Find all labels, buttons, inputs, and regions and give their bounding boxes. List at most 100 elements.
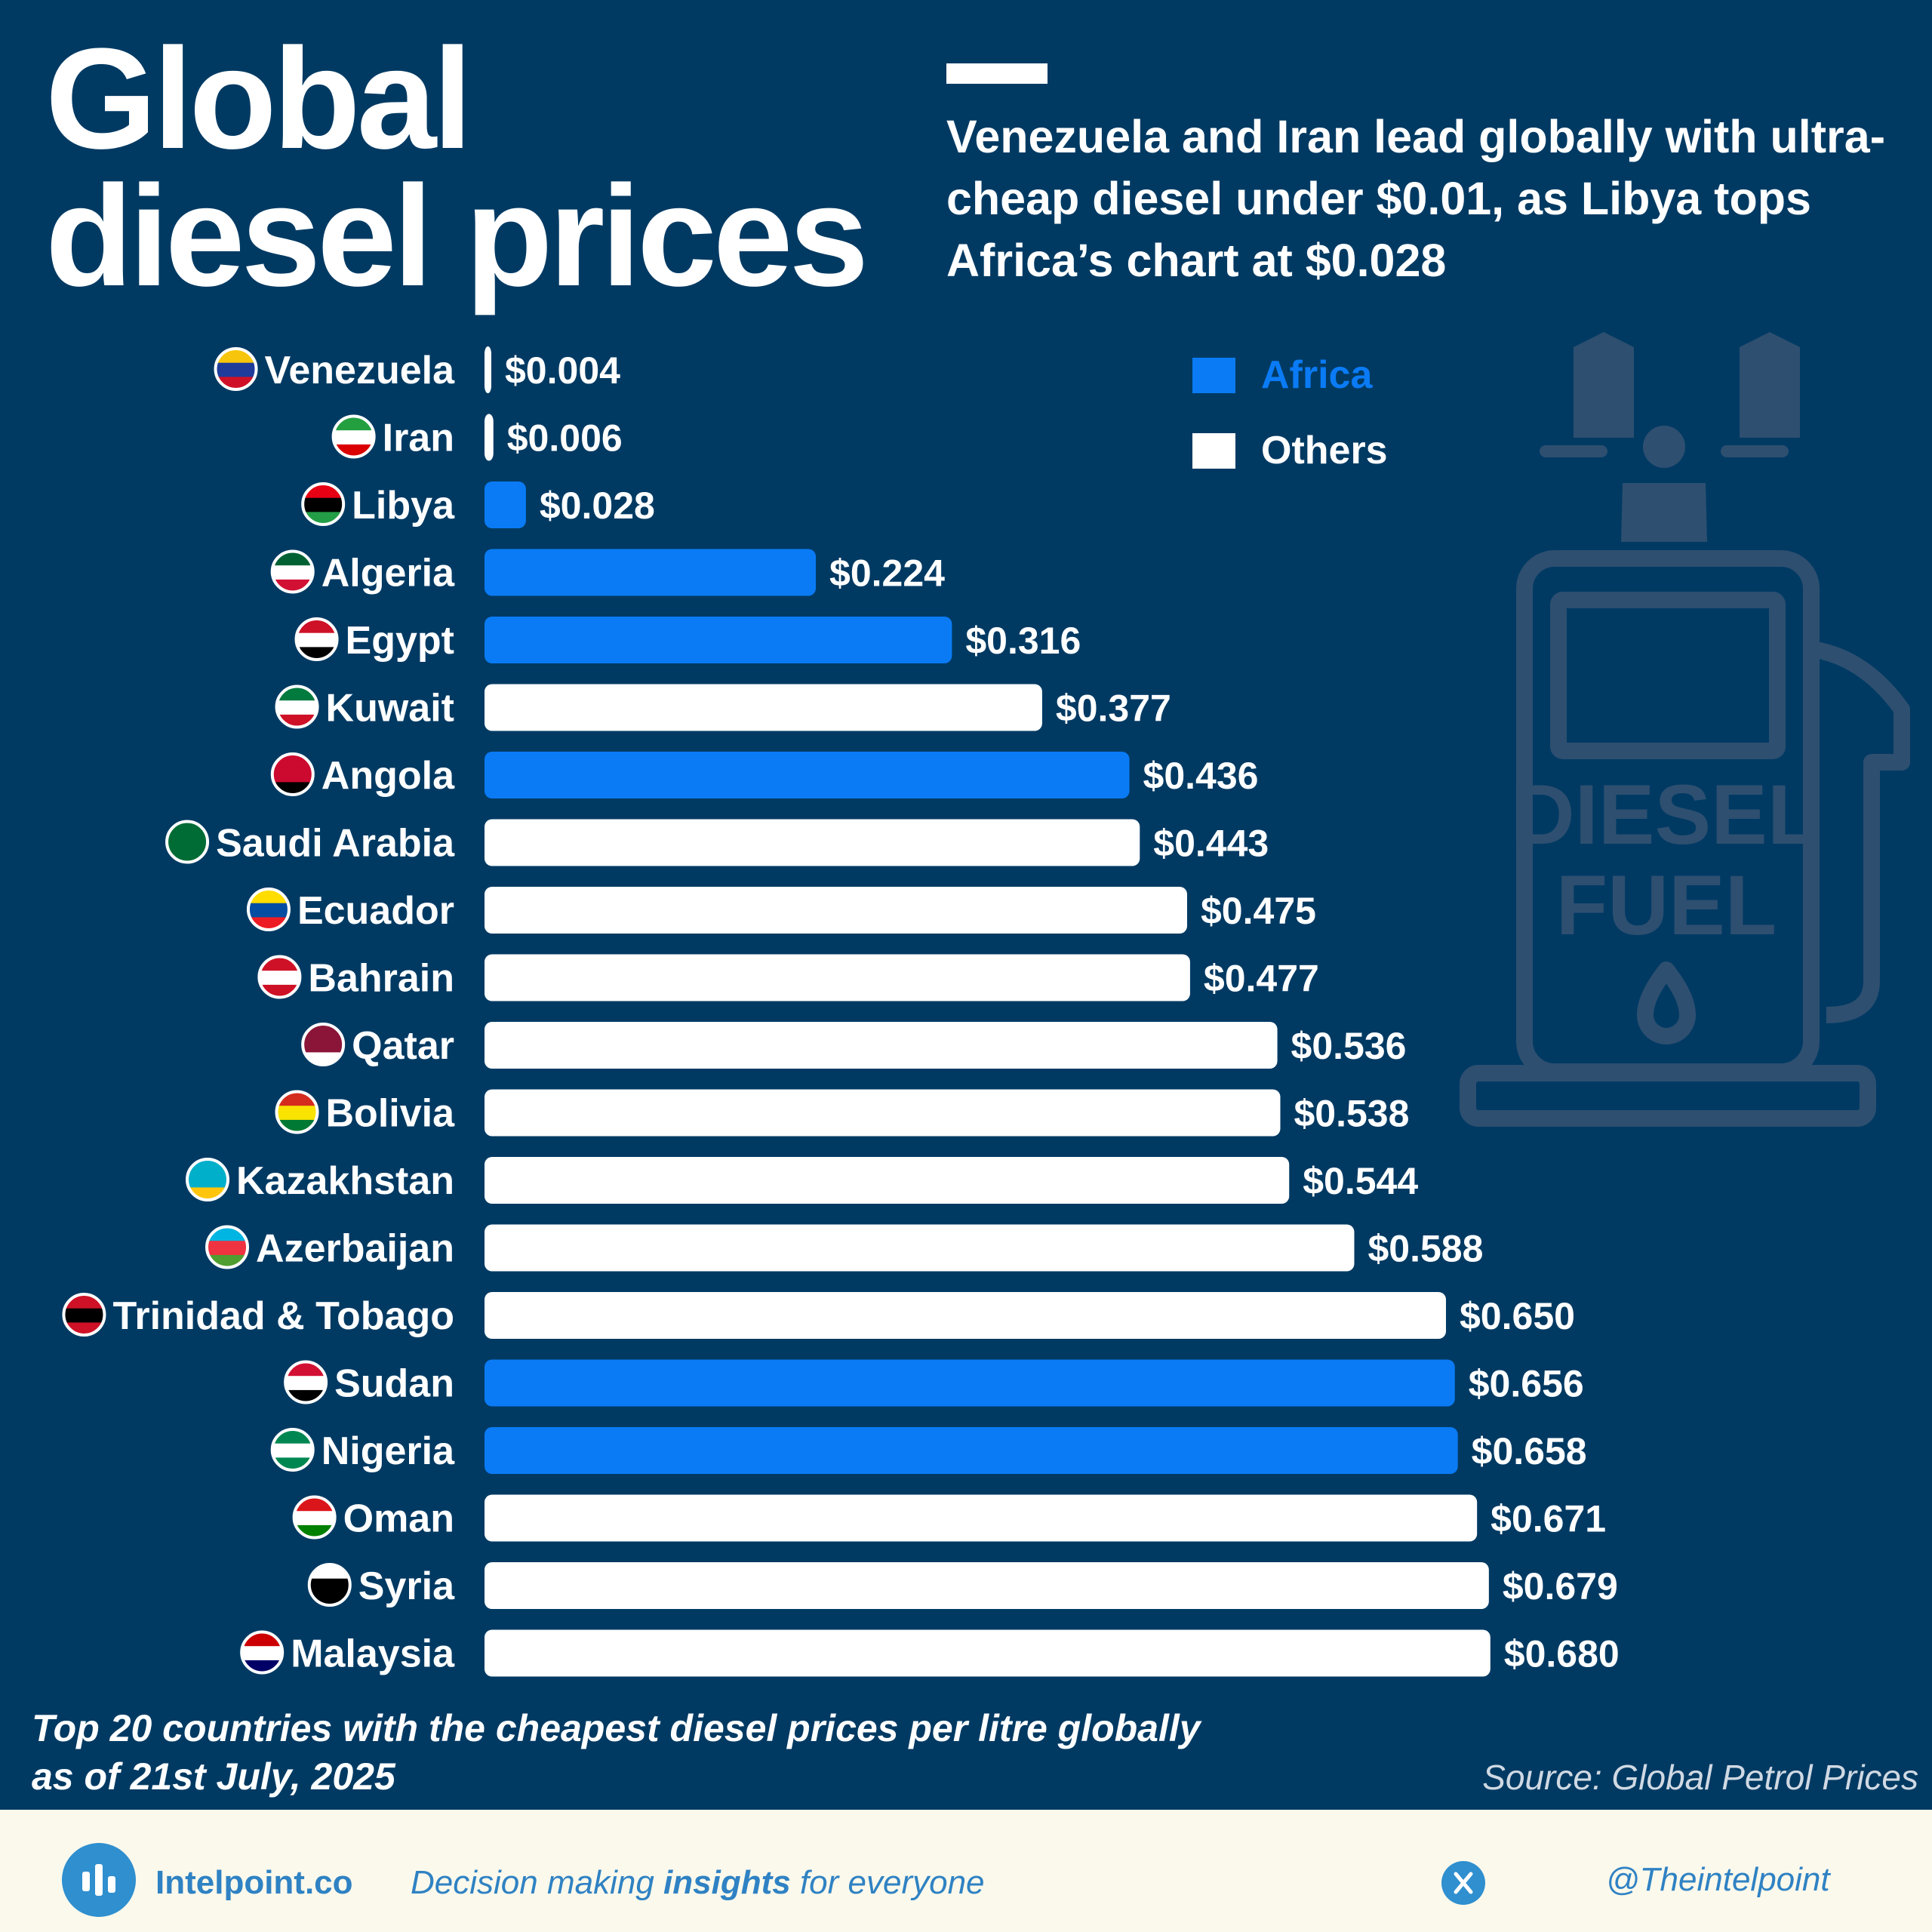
bar-kazakhstan (485, 1157, 1290, 1204)
country-label-libya: Libya (352, 484, 455, 528)
value-label-angola: $0.436 (1143, 755, 1259, 797)
value-label-egypt: $0.316 (965, 620, 1081, 662)
bar-syria (485, 1562, 1489, 1609)
country-label-azerbaijan: Azerbaijan (256, 1227, 454, 1271)
flag-ring (270, 1428, 315, 1472)
bar-algeria (485, 549, 817, 596)
value-label-venezuela: $0.004 (505, 349, 620, 392)
bar-saudi-arabia (485, 819, 1140, 866)
x-logo-icon[interactable] (1441, 1861, 1485, 1905)
legend-item-others: Others (1192, 428, 1388, 473)
flag-ring (301, 482, 346, 526)
country-label-sudan: Sudan (334, 1362, 454, 1406)
country-label-nigeria: Nigeria (321, 1429, 455, 1473)
title-line-1: Global (45, 19, 472, 179)
country-label-kuwait: Kuwait (326, 687, 454, 731)
watermark-diesel-text: DIESEL (1514, 768, 1820, 862)
value-label-qatar: $0.536 (1291, 1025, 1407, 1067)
country-label-syria: Syria (358, 1564, 455, 1608)
bar-oman (485, 1494, 1478, 1542)
flag-ring (292, 1495, 337, 1540)
bar-bahrain (485, 954, 1190, 1001)
flag-ring (275, 685, 319, 729)
flag-ring (246, 888, 291, 931)
bar-qatar (485, 1022, 1278, 1069)
value-label-sudan: $0.656 (1469, 1363, 1584, 1405)
country-label-angola: Angola (321, 754, 455, 798)
value-label-kuwait: $0.377 (1056, 688, 1171, 730)
tagline: Decision making insights for everyone (411, 1864, 985, 1902)
country-label-oman: Oman (343, 1497, 454, 1541)
value-label-malaysia: $0.680 (1504, 1633, 1620, 1675)
value-label-algeria: $0.224 (829, 552, 945, 595)
bar-venezuela (485, 346, 491, 393)
flag-ring (214, 347, 258, 391)
flag-ring (294, 617, 339, 661)
tagline-part-2: for everyone (790, 1864, 985, 1901)
flag-ring (284, 1360, 328, 1404)
value-label-bahrain: $0.477 (1204, 958, 1319, 1000)
value-label-kazakhstan: $0.544 (1303, 1160, 1418, 1202)
value-label-ecuador: $0.475 (1201, 890, 1316, 932)
value-label-nigeria: $0.658 (1472, 1430, 1587, 1472)
footnote-line-1: Top 20 countries with the cheapest diese… (32, 1707, 1201, 1749)
country-label-malaysia: Malaysia (291, 1632, 455, 1676)
legend-swatch-others (1192, 432, 1235, 469)
footnote: Top 20 countries with the cheapest diese… (32, 1704, 1201, 1801)
flag-ring (270, 549, 315, 594)
value-label-saudi-arabia: $0.443 (1153, 823, 1269, 865)
bar-kuwait (485, 684, 1042, 731)
brand-name[interactable]: Intelpoint.co (155, 1864, 353, 1901)
bar-angola (485, 752, 1130, 798)
bar-ecuador (485, 887, 1187, 934)
flag-ring (331, 414, 376, 459)
country-label-qatar: Qatar (352, 1024, 454, 1068)
bar-nigeria (485, 1427, 1458, 1474)
legend-swatch-africa (1192, 357, 1235, 393)
bar-chart-icon (82, 1864, 115, 1896)
chart-subtitle: Venezuela and Iran lead globally with ul… (946, 111, 1886, 286)
country-label-egypt: Egypt (346, 619, 454, 663)
country-label-venezuela: Venezuela (265, 349, 456, 392)
brand-logo-icon (62, 1843, 136, 1917)
flag-ring (301, 1023, 346, 1066)
country-label-saudi-arabia: Saudi Arabia (216, 822, 455, 866)
country-label-trinidad-tobago: Trinidad & Tobago (112, 1294, 454, 1338)
country-label-kazakhstan: Kazakhstan (236, 1159, 454, 1203)
flag-ring (307, 1563, 352, 1607)
flag-ring (165, 820, 210, 864)
value-label-iran: $0.006 (507, 417, 623, 460)
bar-azerbaijan (485, 1224, 1355, 1272)
x-glyph-icon (1454, 1872, 1473, 1894)
value-label-azerbaijan: $0.588 (1367, 1228, 1483, 1270)
legend-label-others: Others (1261, 429, 1388, 472)
country-label-ecuador: Ecuador (297, 889, 454, 933)
value-label-bolivia: $0.538 (1294, 1093, 1409, 1135)
flag-ring (62, 1293, 106, 1337)
bar-iran (485, 414, 494, 461)
country-label-iran: Iran (383, 417, 454, 460)
flag-ring (257, 955, 302, 999)
bar-trinidad-tobago (485, 1292, 1446, 1339)
tagline-part-1: Decision making (411, 1864, 664, 1901)
bar-bolivia (485, 1089, 1281, 1137)
watermark-fuel-text: FUEL (1556, 858, 1777, 952)
social-handle[interactable]: @Theintelpoint (1606, 1861, 1830, 1898)
country-label-algeria: Algeria (321, 552, 455, 595)
footer-bar: Intelpoint.co Decision making insights f… (0, 1810, 1932, 1932)
bar-libya (485, 481, 526, 528)
flag-ring (275, 1090, 319, 1134)
flag-ring (205, 1225, 250, 1269)
bar-sudan (485, 1359, 1455, 1407)
title-line-2: diesel prices (45, 156, 869, 316)
country-label-bolivia: Bolivia (326, 1092, 456, 1136)
bar-egypt (485, 617, 952, 663)
tagline-bold: insights (663, 1864, 791, 1901)
value-label-oman: $0.671 (1491, 1498, 1606, 1540)
source-note: Source: Global Petrol Prices (1482, 1758, 1918, 1797)
legend-label-africa: Africa (1261, 353, 1373, 397)
flag-ring (186, 1158, 229, 1201)
bar-malaysia (485, 1629, 1491, 1677)
